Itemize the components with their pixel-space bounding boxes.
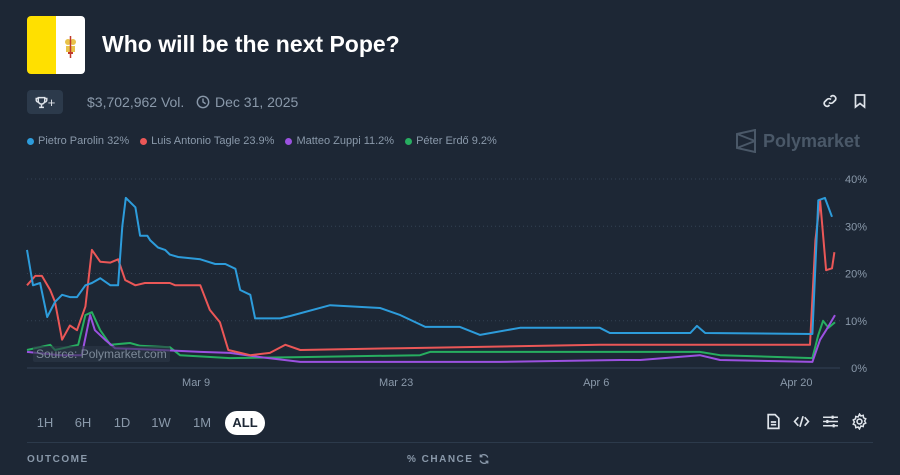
chance-column-header[interactable]: % CHANCE	[407, 454, 474, 465]
document-icon[interactable]	[765, 413, 782, 430]
series-line-luis-antonio-tagle	[26, 199, 836, 357]
chart-source-watermark: Source: Polymarket.com	[33, 346, 170, 362]
range-button-1w[interactable]: 1W	[151, 415, 171, 430]
x-tick-label: Mar 9	[182, 377, 210, 389]
legend-item[interactable]: Pietro Parolin 32%	[27, 135, 129, 147]
clock-icon	[196, 95, 210, 109]
range-button-1h[interactable]: 1H	[36, 415, 54, 430]
range-button-1d[interactable]: 1D	[113, 415, 131, 430]
chart-legend: Pietro Parolin 32% Luis Antonio Tagle 23.…	[27, 135, 497, 147]
polymarket-logo-text: Polymarket	[763, 130, 861, 151]
embed-code-icon[interactable]	[793, 413, 810, 430]
legend-item[interactable]: Péter Erdő 9.2%	[405, 135, 497, 147]
trophy-icon	[35, 96, 48, 108]
link-icon[interactable]	[822, 93, 838, 109]
range-button-1m[interactable]: 1M	[192, 415, 212, 430]
y-tick-label: 10%	[845, 316, 867, 328]
range-button-all[interactable]: ALL	[225, 411, 265, 435]
trophy-button[interactable]: +	[27, 90, 63, 114]
polymarket-logo: Polymarket	[735, 129, 860, 153]
legend-dot	[285, 137, 293, 145]
legend-item[interactable]: Matteo Zuppi 11.2%	[285, 135, 394, 147]
polymarket-logo-icon	[736, 129, 756, 153]
x-tick-label: Apr 6	[583, 377, 609, 389]
y-tick-label: 20%	[845, 269, 867, 281]
y-tick-label: 40%	[845, 174, 867, 186]
sliders-icon[interactable]	[822, 413, 839, 430]
price-chart[interactable]: 0% 10% 20% 30% 40% Mar 9 Mar 23 Apr 6 Apr 20	[0, 165, 900, 395]
series-line-matteo-zuppi	[26, 314, 836, 363]
range-button-6h[interactable]: 6H	[74, 415, 92, 430]
x-tick-label: Apr 20	[780, 377, 812, 389]
legend-dot	[140, 137, 148, 145]
legend-dot	[405, 137, 413, 145]
divider	[27, 442, 873, 443]
page-title: Who will be the next Pope?	[102, 31, 400, 57]
legend-label: Pietro Parolin 32%	[38, 135, 130, 147]
x-tick-label: Mar 23	[379, 377, 413, 389]
legend-label: Péter Erdő 9.2%	[416, 135, 497, 147]
legend-label: Matteo Zuppi 11.2%	[296, 135, 395, 147]
gear-icon[interactable]	[851, 413, 868, 430]
series-line-pietro-parolin	[26, 196, 833, 336]
y-tick-label: 30%	[845, 221, 867, 233]
legend-item[interactable]: Luis Antonio Tagle 23.9%	[140, 135, 274, 147]
legend-dot	[27, 137, 34, 145]
trophy-plus: +	[47, 94, 56, 110]
outcome-column-header: OUTCOME	[27, 454, 89, 465]
market-flag-image	[27, 16, 85, 74]
series-line-p-ter-erd-	[26, 311, 836, 360]
refresh-icon[interactable]	[478, 453, 490, 465]
bookmark-icon[interactable]	[852, 93, 868, 109]
y-tick-label: 0%	[851, 363, 867, 375]
legend-label: Luis Antonio Tagle 23.9%	[151, 135, 275, 147]
end-date: Dec 31, 2025	[215, 94, 299, 110]
volume: $3,702,962 Vol.	[87, 94, 185, 110]
